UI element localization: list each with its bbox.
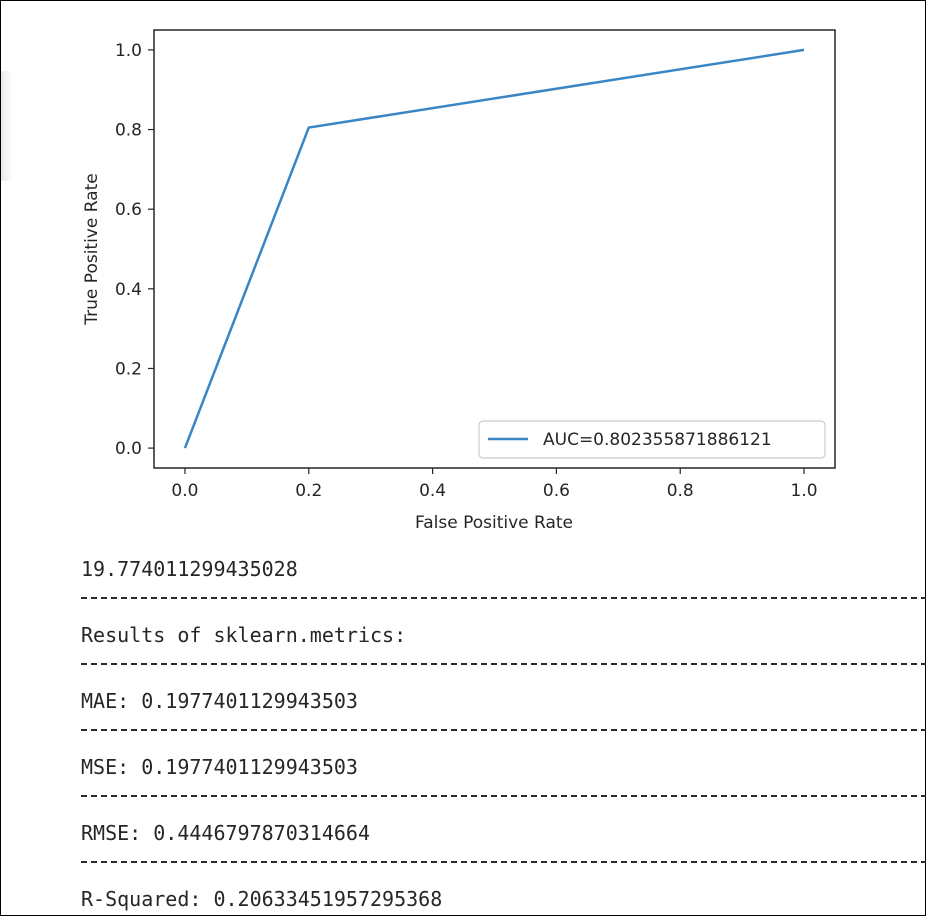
plot-area (153, 29, 836, 469)
x-tick-label: 0.6 (543, 481, 570, 501)
roc-chart: 0.0 0.2 0.4 0.6 0.8 1.0 0.0 0.2 0.4 0.6 0.8 1.0 Fa… (82, 29, 836, 533)
y-axis-label: True Positive Rate (82, 173, 102, 325)
x-tick-label: 0.4 (419, 481, 446, 501)
series-layer (183, 48, 805, 449)
x-tick-label: 0.8 (667, 481, 694, 501)
y-tick-label: 0.8 (115, 121, 142, 141)
separator-line (81, 716, 926, 752)
separator-line (81, 782, 926, 818)
output-value-line: 19.774011299435028 (81, 557, 298, 581)
r-squared-line: R-Squared: 0.20633451957295368 (81, 887, 443, 911)
cell-edge-shadow (1, 71, 13, 181)
y-tick-label: 0.2 (115, 359, 142, 379)
x-axis-label: False Positive Rate (415, 513, 573, 533)
separator-line (81, 848, 926, 884)
legend-label: AUC=0.802355871886121 (543, 430, 772, 450)
y-tick-label: 0.4 (115, 280, 142, 300)
y-ticks: 0.0 0.2 0.4 0.6 0.8 1.0 (115, 41, 154, 459)
separator-line (81, 650, 926, 686)
rmse-line: RMSE: 0.4446797870314664 (81, 821, 370, 845)
x-tick-label: 0.0 (171, 481, 198, 501)
x-tick-label: 1.0 (791, 481, 818, 501)
text-output: 19.774011299435028 Results of sklearn.me… (81, 554, 926, 914)
x-ticks: 0.0 0.2 0.4 0.6 0.8 1.0 (171, 468, 818, 501)
results-header: Results of sklearn.metrics: (81, 623, 407, 647)
separator-line (81, 584, 926, 620)
legend-box (478, 420, 826, 459)
roc-curve-line (183, 48, 805, 449)
legend: AUC=0.802355871886121 (478, 420, 826, 459)
mae-line: MAE: 0.1977401129943503 (81, 689, 358, 713)
mse-line: MSE: 0.1977401129943503 (81, 755, 358, 779)
y-tick-label: 0.6 (115, 200, 142, 220)
y-tick-label: 1.0 (115, 41, 142, 61)
x-tick-label: 0.2 (295, 481, 322, 501)
y-tick-label: 0.0 (115, 439, 142, 459)
